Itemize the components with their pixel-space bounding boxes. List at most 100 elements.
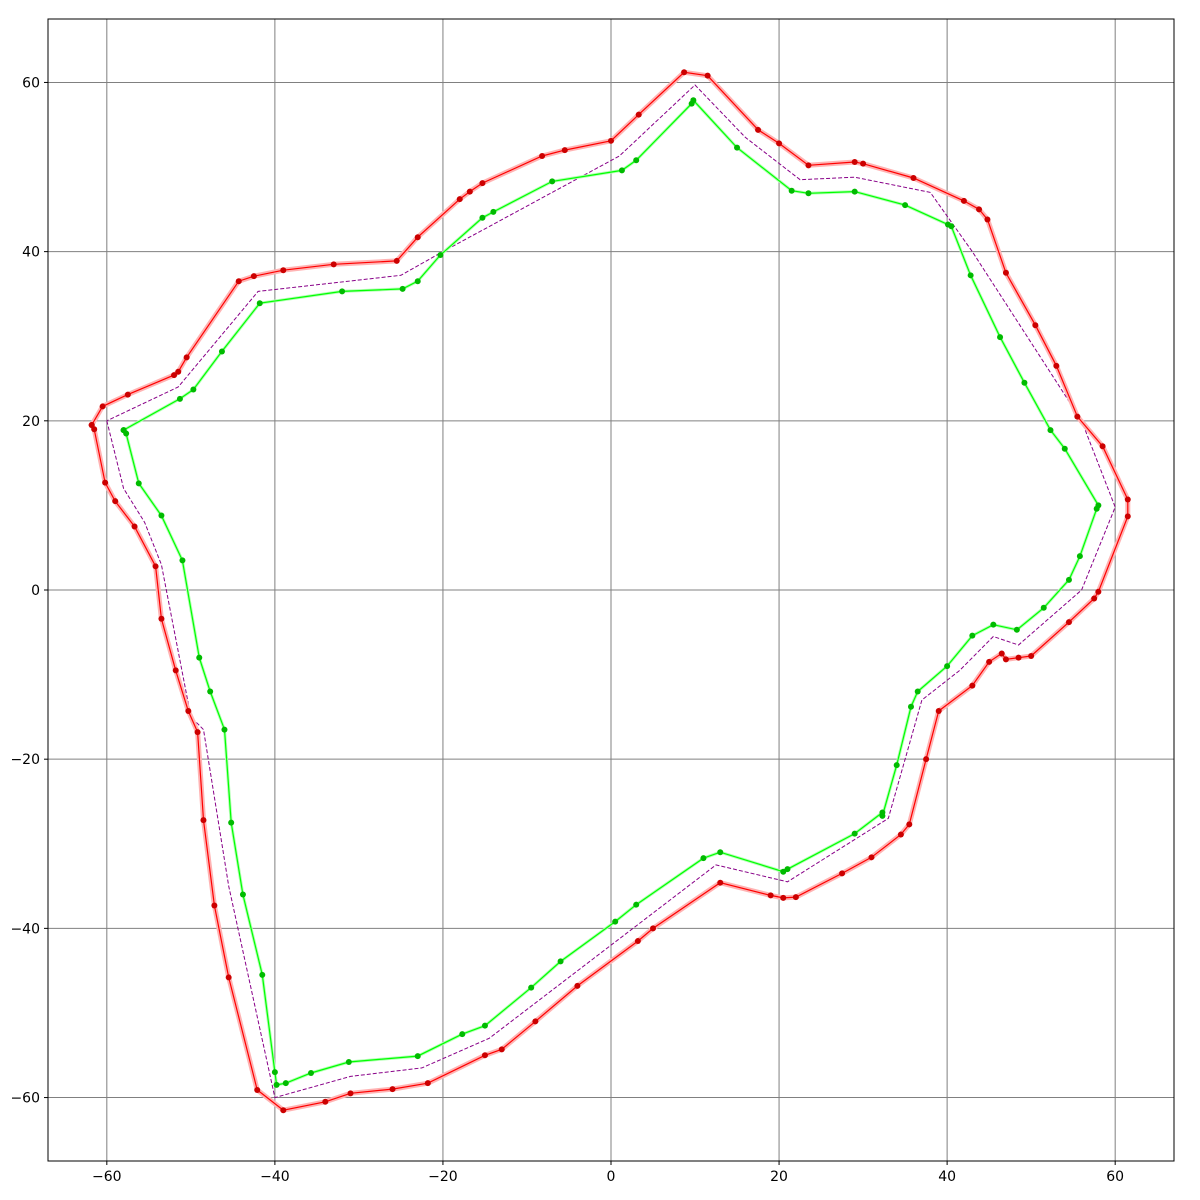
outer-point <box>175 368 182 375</box>
x-tick-label: −60 <box>92 1169 122 1185</box>
outer-point <box>1124 496 1131 503</box>
inner-point <box>256 300 263 307</box>
y-tick-label: −20 <box>10 752 40 768</box>
inner-point <box>1047 427 1054 434</box>
inner-point <box>399 285 406 292</box>
outer-point <box>250 273 257 280</box>
inner-point <box>879 812 886 819</box>
inner-point <box>612 918 619 925</box>
inner-point <box>414 278 421 285</box>
x-tick-label: 20 <box>770 1169 788 1185</box>
inner-point <box>1013 626 1020 633</box>
inner-point <box>618 167 625 174</box>
outer-point <box>171 372 178 379</box>
inner-point <box>1065 576 1072 583</box>
inner-point <box>914 688 921 695</box>
outer-point <box>986 658 993 665</box>
outer-point <box>1091 595 1098 602</box>
inner-point <box>196 654 203 661</box>
outer-point <box>131 523 138 530</box>
y-tick-label: −60 <box>10 1091 40 1107</box>
outer-point <box>498 1046 505 1053</box>
outer-point <box>102 479 109 486</box>
outer-point <box>868 854 875 861</box>
outer-point <box>969 682 976 689</box>
outer-point <box>280 267 287 274</box>
y-tick-label: −40 <box>10 921 40 937</box>
outer-point <box>776 140 783 147</box>
outer-point <box>235 278 242 285</box>
outer-point <box>704 72 711 79</box>
inner-point <box>990 621 997 628</box>
outer-point <box>984 216 991 223</box>
outer-point <box>976 206 983 213</box>
inner-point <box>1076 553 1083 560</box>
outer-point <box>960 197 967 204</box>
outer-point <box>424 1080 431 1087</box>
outer-point <box>99 403 106 410</box>
inner-point <box>784 866 791 873</box>
outer-point <box>608 137 614 144</box>
inner-point <box>893 762 900 769</box>
outer-point <box>1099 443 1106 450</box>
inner-point <box>633 901 640 908</box>
inner-point <box>734 144 741 151</box>
inner-point <box>549 178 556 185</box>
y-tick-label: 40 <box>22 245 40 261</box>
inner-point <box>969 632 976 639</box>
inner-point <box>479 214 486 221</box>
center-series <box>106 84 1116 1099</box>
outer-point <box>254 1086 261 1093</box>
outer-point <box>1028 652 1035 659</box>
inner-point <box>308 1070 315 1077</box>
inner-point <box>135 480 142 487</box>
outer-point <box>393 257 400 264</box>
inner-point <box>221 726 228 733</box>
inner-point <box>528 984 535 991</box>
outer-point <box>897 831 904 838</box>
inner-point <box>120 427 127 434</box>
inner-point <box>339 288 346 295</box>
inner-point <box>273 1081 280 1088</box>
x-tick-label: 40 <box>938 1169 956 1185</box>
outer-point <box>839 870 846 877</box>
grid <box>48 19 1174 1161</box>
outer-point <box>330 261 337 268</box>
inner-point <box>851 830 858 837</box>
outer-point <box>780 894 787 901</box>
y-axis: −60 −40 −20 0 20 40 60 <box>10 75 48 1107</box>
x-tick-label: −20 <box>428 1169 458 1185</box>
series-layer <box>88 69 1131 1114</box>
outer-point <box>200 817 207 824</box>
inner-point <box>481 1022 488 1029</box>
inner-point <box>158 512 165 519</box>
inner-point <box>207 688 214 695</box>
inner-point <box>282 1080 289 1087</box>
outer-point <box>1095 588 1102 595</box>
inner-point <box>1061 445 1068 452</box>
inner-point <box>259 971 266 978</box>
outer-point <box>681 69 688 76</box>
outer-point <box>1065 619 1072 626</box>
center-path-line <box>106 84 1116 1099</box>
outer-point <box>539 153 546 160</box>
inner-point <box>997 334 1004 341</box>
outer-point <box>183 354 190 361</box>
outer-point <box>185 707 192 714</box>
outer-point <box>650 925 657 932</box>
outer-point <box>172 667 179 674</box>
inner-point <box>633 157 640 164</box>
outer-point <box>194 729 201 736</box>
outer-point <box>792 894 799 901</box>
inner-point <box>944 663 951 670</box>
outer-point <box>1124 513 1131 520</box>
inner-point <box>218 348 225 355</box>
inner-point <box>688 100 695 107</box>
outer-point <box>1002 269 1009 276</box>
outer-series <box>88 69 1131 1114</box>
x-tick-label: 60 <box>1106 1169 1124 1185</box>
y-tick-label: 0 <box>31 583 40 599</box>
